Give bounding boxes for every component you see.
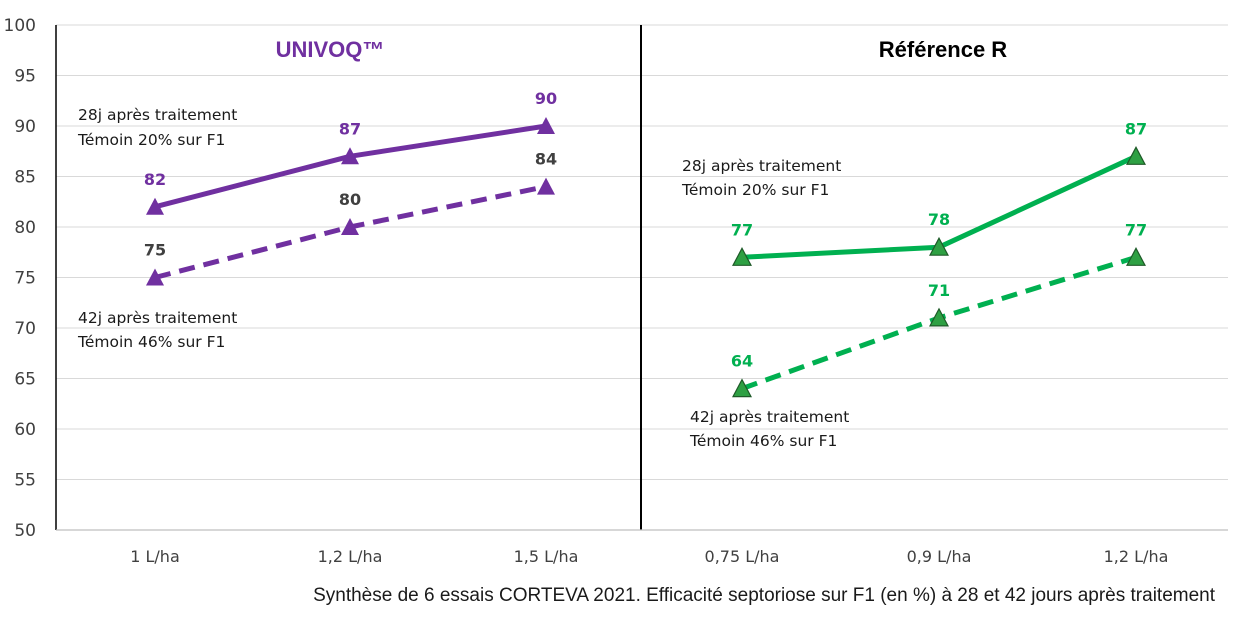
y-tick-label: 80 [14, 218, 36, 238]
annotation-28j-reference-line2: Témoin 20% sur F1 [681, 181, 829, 199]
data-point-marker [537, 117, 555, 134]
data-point-marker [146, 268, 164, 286]
chart-caption: Synthèse de 6 essais CORTEVA 2021. Effic… [313, 585, 1215, 606]
series-layer: 82 87 90 75 80 84 77 78 87 64 71 77 [144, 89, 1147, 398]
data-label: 87 [339, 119, 361, 138]
data-label: 82 [144, 170, 166, 189]
data-label: 64 [731, 352, 753, 371]
y-axis-ticks: 50 55 60 65 70 75 80 85 90 95 100 [4, 16, 36, 541]
y-tick-label: 95 [14, 67, 36, 87]
annotation-42j-univoq-line2: Témoin 46% sur F1 [77, 333, 225, 351]
y-tick-label: 50 [14, 521, 36, 541]
panel-title-reference: Référence R [879, 37, 1008, 62]
annotation-28j-reference-line1: 28j après traitement [682, 157, 841, 175]
data-point-marker [929, 236, 949, 256]
x-tick-label: 1,2 L/ha [1104, 547, 1169, 566]
data-label: 78 [928, 210, 950, 229]
x-tick-label: 1,5 L/ha [514, 547, 579, 566]
data-label: 84 [535, 150, 557, 169]
annotation-42j-univoq-line1: 42j après traitement [78, 309, 237, 327]
data-point-marker [341, 218, 359, 235]
data-point-marker [146, 197, 164, 215]
y-tick-label: 65 [14, 370, 36, 390]
data-label: 80 [339, 190, 361, 209]
y-tick-label: 70 [14, 319, 36, 339]
y-tick-label: 90 [14, 117, 36, 137]
data-point-marker [1126, 146, 1146, 165]
data-point-marker [732, 247, 752, 266]
y-tick-label: 85 [14, 168, 36, 188]
x-tick-label: 1 L/ha [130, 547, 180, 566]
panel-reference: Référence R 28j après traitement Témoin … [681, 37, 1007, 450]
data-label: 87 [1125, 119, 1147, 138]
annotation-28j-univoq-line2: Témoin 20% sur F1 [77, 131, 225, 149]
data-point-marker [341, 147, 359, 165]
annotation-42j-reference-line2: Témoin 46% sur F1 [689, 432, 837, 450]
data-point-marker [1126, 247, 1146, 266]
x-tick-label: 0,9 L/ha [907, 547, 972, 566]
data-label: 77 [731, 220, 753, 239]
panel-title-univoq: UNIVOQ™ [276, 37, 385, 62]
data-point-marker [537, 177, 555, 195]
data-label: 90 [535, 89, 557, 108]
y-tick-label: 100 [4, 16, 36, 36]
data-label: 77 [1125, 220, 1147, 239]
x-tick-label: 1,2 L/ha [318, 547, 383, 566]
data-label: 71 [928, 281, 950, 300]
y-tick-label: 60 [14, 420, 36, 440]
annotation-28j-univoq-line1: 28j après traitement [78, 106, 237, 124]
x-tick-label: 0,75 L/ha [705, 547, 780, 566]
panel-univoq: UNIVOQ™ 28j après traitement Témoin 20% … [77, 37, 384, 351]
y-tick-label: 55 [14, 471, 36, 491]
data-point-marker [732, 378, 752, 398]
y-tick-label: 75 [14, 269, 36, 289]
data-label: 75 [144, 241, 166, 260]
x-axis-ticks: 1 L/ha 1,2 L/ha 1,5 L/ha 0,75 L/ha 0,9 L/ha 1… [130, 547, 1168, 566]
annotation-42j-reference-line1: 42j après traitement [690, 408, 849, 426]
data-point-marker [929, 307, 949, 327]
